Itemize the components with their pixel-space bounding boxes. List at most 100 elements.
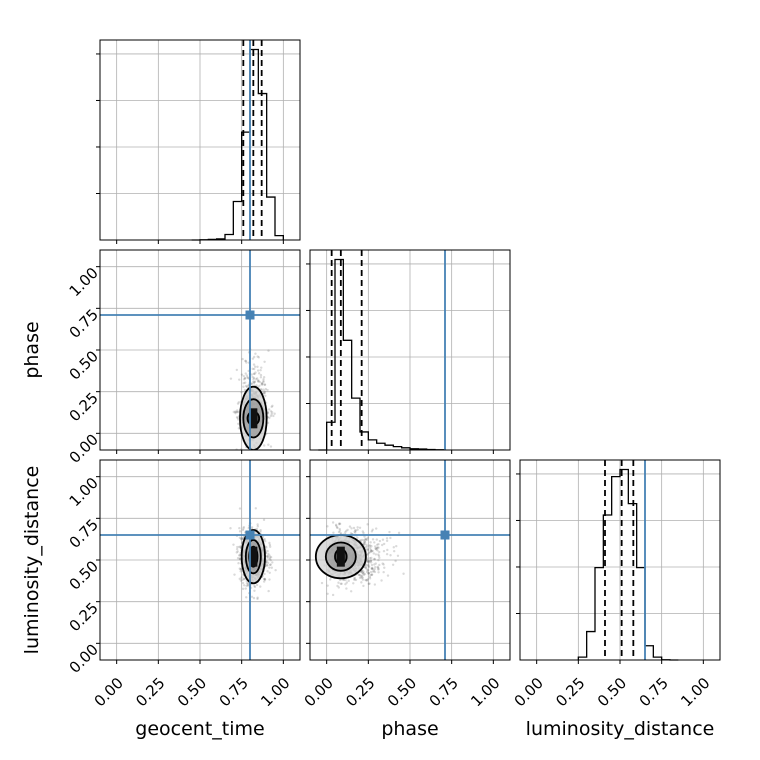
sample-point [385,539,389,543]
sample-point [244,359,248,363]
sample-point [253,585,257,589]
sample-point [386,574,390,577]
sample-point [259,530,262,533]
sample-point [235,551,238,554]
sample-point [247,582,250,585]
sample-point [244,359,247,363]
sample-point [261,382,264,385]
x-tick-label: 0.50 [594,674,630,710]
sample-point [385,537,389,540]
sample-point [358,576,362,579]
sample-point [352,526,356,530]
sample-point [353,577,356,581]
sample-point [269,558,272,562]
sample-point [369,550,372,554]
sample-point [246,472,248,474]
sample-point [397,531,401,535]
sample-point [376,546,379,549]
sample-point [331,593,335,597]
sample-point [266,561,270,565]
sample-point [267,349,270,352]
sample-point [363,541,367,544]
sample-point [359,538,362,542]
hist-2-frame [519,459,721,661]
sample-point [366,545,369,548]
sample-point [366,536,370,540]
sample-point [270,412,273,416]
sample-point [373,557,376,561]
y-tick-label: 0.75 [66,516,102,552]
sample-point [372,569,375,572]
sample-point [268,416,271,419]
sample-point [245,385,249,389]
sample-point [369,544,372,547]
sample-point [259,387,263,391]
sample-point [253,380,257,383]
sample-point [266,564,269,567]
sample-point [364,545,367,549]
sample-point [342,578,346,582]
sample-point [377,553,380,556]
sample-point [365,579,369,582]
sample-point [254,479,256,481]
sample-point [263,539,267,543]
sample-point [262,376,266,379]
sample-point [260,366,263,369]
sample-point [348,525,352,528]
sample-point [326,525,329,528]
sample-point [368,577,372,580]
sample-point [240,538,243,541]
sample-point [262,580,266,583]
sample-point [245,582,249,585]
axis-labels-layer: geocent_time phase luminosity_distance p… [21,321,714,740]
sample-point [365,543,368,547]
sample-point [364,578,367,582]
sample-point [245,374,249,377]
sample-point [269,445,273,448]
sample-point [389,554,392,557]
sample-point [335,526,339,529]
sample-point [263,577,266,581]
hist-panel-luminosity-distance: 0.00 0.25 0.50 0.75 1.00 [511,459,721,710]
contour-line [242,398,265,439]
sample-point [269,555,273,559]
sample-point [234,410,237,413]
sample-point [375,527,378,530]
sample-point [264,387,268,391]
sample-point [368,575,372,578]
sample-point [259,376,263,379]
sample-point [268,563,272,567]
sample-point [381,538,385,541]
panels-layer: 0.00 0.25 0.50 0.75 1.000.000.250.500.751.00… [66,39,721,710]
contour-line [240,529,266,585]
sample-point [267,408,271,411]
sample-point [268,541,271,545]
sample-point [238,553,242,557]
sample-point [235,410,239,414]
sample-point [367,563,370,566]
sample-point [241,578,244,582]
sample-point [252,372,256,375]
sample-point [236,416,239,420]
sample-point [369,570,373,574]
sample-point [335,524,338,528]
sample-point [243,381,247,384]
sample-point [374,553,378,556]
sample-point [253,584,256,588]
sample-point [254,352,257,355]
sample-point [344,531,347,534]
sample-point [385,552,389,556]
x-tick-label: 1.00 [467,674,503,710]
sample-point [368,546,372,550]
sample-point [235,416,239,419]
sample-point [258,384,261,387]
sample-point [364,539,367,542]
sample-point [365,560,369,564]
sample-point [369,573,372,577]
x-tick-label: 1.00 [257,674,293,710]
sample-point [368,582,371,585]
sample-point [245,361,248,364]
sample-point [236,557,240,560]
sample-point [261,383,264,386]
sample-point [360,538,364,542]
